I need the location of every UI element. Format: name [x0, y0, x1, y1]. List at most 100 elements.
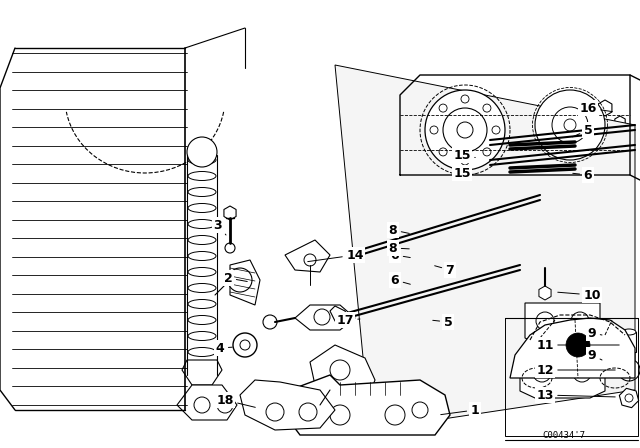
Circle shape	[430, 126, 438, 134]
Circle shape	[228, 268, 252, 292]
Text: 14: 14	[308, 249, 364, 262]
Text: 15: 15	[453, 167, 476, 180]
Text: 18: 18	[216, 393, 255, 407]
Circle shape	[411, 224, 429, 242]
Text: 10: 10	[558, 289, 601, 302]
Circle shape	[624, 365, 634, 375]
Circle shape	[217, 397, 233, 413]
Polygon shape	[598, 100, 612, 116]
Circle shape	[552, 107, 588, 143]
Polygon shape	[230, 260, 260, 305]
Circle shape	[439, 104, 447, 112]
Text: 9: 9	[588, 349, 602, 362]
Text: 6: 6	[390, 273, 410, 287]
Circle shape	[483, 169, 491, 177]
Circle shape	[263, 315, 277, 329]
Circle shape	[225, 243, 235, 253]
Polygon shape	[224, 206, 236, 220]
Polygon shape	[285, 240, 330, 272]
Circle shape	[483, 148, 491, 156]
Circle shape	[266, 403, 284, 421]
Text: 5: 5	[573, 124, 593, 137]
Ellipse shape	[188, 172, 216, 181]
Ellipse shape	[188, 236, 216, 245]
Polygon shape	[182, 360, 222, 385]
Circle shape	[492, 126, 500, 134]
Ellipse shape	[188, 332, 216, 340]
Text: 8: 8	[388, 241, 409, 254]
Circle shape	[233, 333, 257, 357]
Ellipse shape	[188, 251, 216, 260]
Text: 6: 6	[573, 168, 592, 181]
Circle shape	[536, 312, 554, 330]
Ellipse shape	[188, 155, 216, 164]
Text: 16: 16	[579, 102, 612, 115]
Text: 13: 13	[536, 388, 615, 401]
Polygon shape	[240, 380, 335, 430]
Polygon shape	[285, 375, 450, 435]
Text: 11: 11	[536, 339, 620, 352]
Circle shape	[573, 364, 591, 382]
Circle shape	[240, 340, 250, 350]
Polygon shape	[177, 385, 237, 420]
Bar	[622, 332, 636, 352]
Circle shape	[416, 229, 424, 237]
Circle shape	[314, 309, 330, 325]
Polygon shape	[310, 345, 375, 398]
Text: 7: 7	[435, 263, 454, 276]
Polygon shape	[615, 116, 625, 128]
Circle shape	[411, 239, 429, 257]
Ellipse shape	[188, 203, 216, 212]
Text: 2: 2	[223, 271, 247, 284]
Circle shape	[412, 402, 428, 418]
Text: 12: 12	[536, 363, 615, 376]
Circle shape	[416, 244, 424, 252]
Ellipse shape	[188, 300, 216, 309]
Circle shape	[385, 405, 405, 425]
Polygon shape	[510, 318, 635, 378]
Circle shape	[411, 254, 429, 272]
Circle shape	[304, 254, 316, 266]
Circle shape	[330, 360, 350, 380]
Circle shape	[625, 394, 633, 402]
Ellipse shape	[188, 315, 216, 324]
Polygon shape	[510, 258, 530, 278]
Polygon shape	[335, 65, 635, 430]
Circle shape	[618, 359, 640, 381]
Circle shape	[533, 364, 551, 382]
Circle shape	[478, 164, 496, 182]
Text: 15: 15	[453, 148, 476, 161]
Text: 4: 4	[216, 341, 232, 354]
Circle shape	[194, 397, 210, 413]
Text: 3: 3	[214, 219, 226, 235]
Circle shape	[483, 104, 491, 112]
Circle shape	[461, 157, 469, 165]
Circle shape	[566, 333, 590, 357]
Ellipse shape	[622, 329, 636, 335]
Circle shape	[187, 137, 217, 167]
Ellipse shape	[188, 188, 216, 197]
Circle shape	[535, 90, 605, 160]
Text: 17: 17	[336, 314, 360, 327]
Text: C00434'7: C00434'7	[543, 431, 586, 439]
Text: 6: 6	[390, 249, 410, 262]
Bar	[505, 318, 638, 436]
Circle shape	[439, 148, 447, 156]
Polygon shape	[295, 305, 355, 330]
Ellipse shape	[188, 220, 216, 228]
Circle shape	[478, 149, 496, 167]
Polygon shape	[520, 353, 605, 398]
Text: 5: 5	[433, 315, 452, 328]
Circle shape	[416, 259, 424, 267]
Circle shape	[443, 108, 487, 152]
Polygon shape	[525, 303, 600, 345]
Polygon shape	[620, 388, 639, 408]
Ellipse shape	[188, 284, 216, 293]
Circle shape	[330, 405, 350, 425]
Circle shape	[483, 154, 491, 162]
Circle shape	[564, 119, 576, 131]
Text: 9: 9	[588, 327, 602, 340]
Text: 1: 1	[441, 404, 479, 417]
Circle shape	[461, 95, 469, 103]
Circle shape	[299, 403, 317, 421]
